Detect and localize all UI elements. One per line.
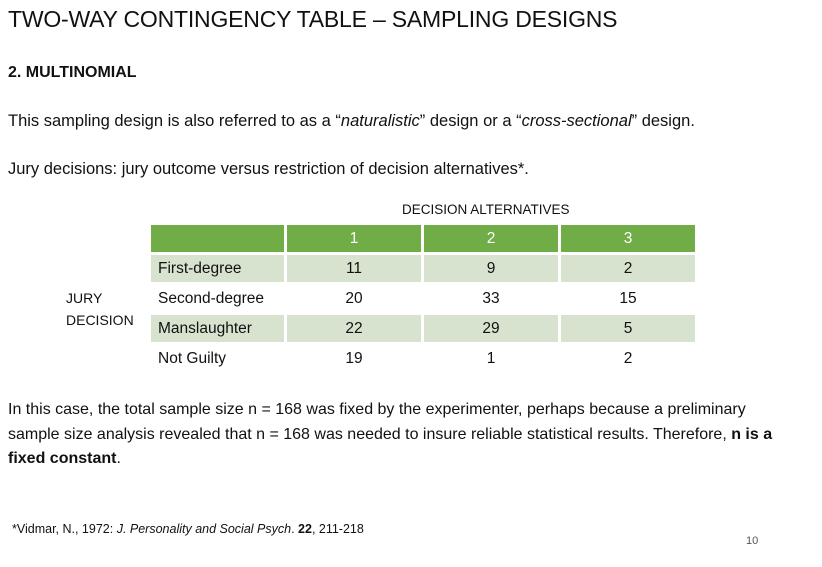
conclusion-bold: n is a fixed constant [8, 425, 773, 468]
footnote-journal: J. Personality and Social Psych [116, 522, 292, 536]
row-group-label-text: JURY DECISION [66, 290, 134, 328]
table-cell: 19 [287, 345, 421, 372]
conclusion-paragraph: In this case, the total sample size n = … [8, 398, 798, 472]
table-cell: 22 [287, 315, 421, 342]
intro-term-cross-sectional: cross-sectional [521, 112, 632, 130]
table-cell: 29 [424, 315, 558, 342]
header-col-2: 2 [424, 225, 558, 252]
contingency-table: 1 2 3 First-degree 11 9 2 Second-degree … [148, 222, 698, 375]
row-label: Manslaughter [151, 315, 284, 342]
table-cell: 20 [287, 285, 421, 312]
intro-pre: This sampling design is also referred to… [8, 112, 341, 130]
header-col-1: 1 [287, 225, 421, 252]
intro-post: ” design. [631, 112, 695, 130]
intro-mid: ” design or a “ [419, 112, 522, 130]
table-row: Not Guilty 19 1 2 [151, 345, 695, 372]
table-cell: 2 [561, 345, 695, 372]
conclusion-text: In this case, the total sample size n = … [8, 401, 746, 443]
footnote: *Vidmar, N., 1972: J. Personality and So… [12, 522, 364, 536]
slide-title: TWO-WAY CONTINGENCY TABLE – SAMPLING DES… [8, 6, 618, 32]
footnote-after-journal: . [291, 522, 299, 536]
table-cell: 15 [561, 285, 695, 312]
table-header-row: 1 2 3 [151, 225, 695, 252]
row-group-label: JURY DECISION [66, 287, 138, 331]
intro-sentence: This sampling design is also referred to… [8, 112, 695, 131]
page-number: 10 [746, 535, 759, 547]
conclusion-end: . [116, 450, 121, 467]
footnote-pages: , 211-218 [311, 522, 364, 536]
example-line: Jury decisions: jury outcome versus rest… [8, 160, 529, 178]
table-row: First-degree 11 9 2 [151, 255, 695, 282]
footnote-prefix: *Vidmar, N., 1972: [12, 522, 117, 536]
table-row: Manslaughter 22 29 5 [151, 315, 695, 342]
header-corner-cell [151, 225, 284, 252]
table-cell: 5 [561, 315, 695, 342]
section-heading: 2. MULTINOMIAL [8, 64, 137, 81]
table-cell: 2 [561, 255, 695, 282]
table-cell: 11 [287, 255, 421, 282]
table-cell: 33 [424, 285, 558, 312]
row-label: Second-degree [151, 285, 284, 312]
table-row: Second-degree 20 33 15 [151, 285, 695, 312]
column-group-label: DECISION ALTERNATIVES [402, 202, 570, 217]
intro-term-naturalistic: naturalistic [340, 112, 420, 130]
footnote-volume: 22 [298, 522, 312, 536]
table-cell: 1 [424, 345, 558, 372]
header-col-3: 3 [561, 225, 695, 252]
row-label: Not Guilty [151, 345, 284, 372]
row-label: First-degree [151, 255, 284, 282]
table-cell: 9 [424, 255, 558, 282]
